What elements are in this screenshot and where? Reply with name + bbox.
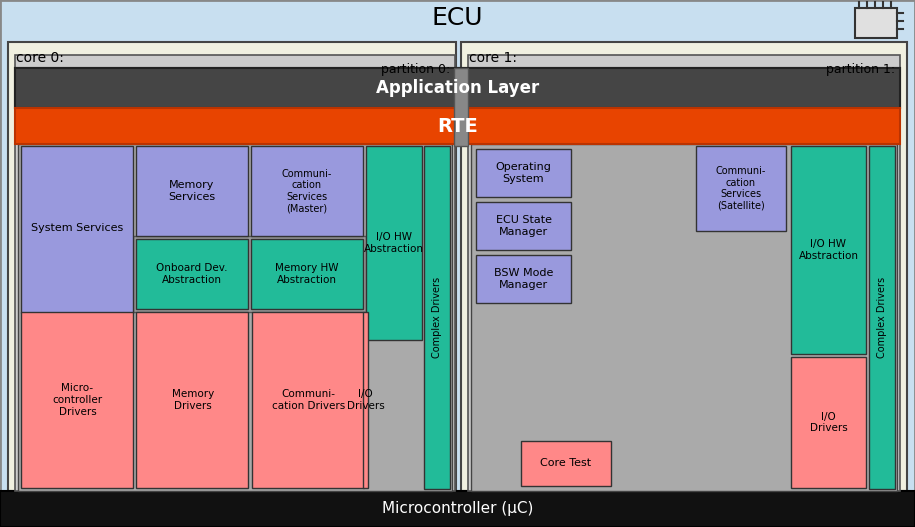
Bar [476, 255, 571, 303]
Text: Complex Drivers: Complex Drivers [432, 277, 442, 358]
Bar [363, 312, 368, 488]
Text: Application Layer: Application Layer [376, 79, 539, 97]
Bar [251, 146, 363, 236]
Bar [136, 146, 248, 236]
Text: ECU: ECU [432, 6, 483, 30]
Bar [252, 312, 364, 488]
Bar [251, 239, 363, 309]
Bar [454, 68, 468, 146]
Text: core 1:: core 1: [469, 51, 517, 65]
Bar [476, 149, 571, 197]
Bar [0, 491, 915, 527]
Bar [133, 236, 366, 312]
Text: partition 1:: partition 1: [826, 63, 895, 75]
Bar [21, 312, 133, 488]
Bar [136, 312, 248, 488]
Text: core 0:: core 0: [16, 51, 64, 65]
Bar [21, 146, 133, 313]
Bar [15, 108, 900, 144]
Bar [366, 146, 422, 340]
Text: Communi-
cation
Services
(Satellite): Communi- cation Services (Satellite) [716, 166, 766, 211]
Bar [476, 202, 571, 250]
Text: Operating
System: Operating System [496, 162, 552, 184]
Bar [468, 55, 900, 491]
Bar [424, 146, 450, 489]
Bar [15, 55, 455, 491]
Text: Complex Drivers: Complex Drivers [877, 277, 887, 358]
Bar [791, 357, 866, 488]
Bar [8, 42, 456, 491]
Text: I/O HW
Abstraction: I/O HW Abstraction [364, 232, 424, 254]
Text: I/O HW
Abstraction: I/O HW Abstraction [799, 239, 858, 261]
Text: System Services: System Services [31, 223, 124, 233]
Text: Memory
Services: Memory Services [168, 180, 216, 202]
Bar [136, 239, 248, 309]
Bar [15, 68, 900, 108]
Text: Core Test: Core Test [541, 458, 592, 469]
Bar [791, 146, 866, 354]
Text: Memory
Drivers: Memory Drivers [172, 389, 214, 411]
Bar [521, 441, 611, 486]
Text: ECU State
Manager: ECU State Manager [496, 215, 552, 237]
Bar [15, 68, 900, 108]
Text: I/O
Drivers: I/O Drivers [810, 412, 847, 433]
Text: Memory HW
Abstraction: Memory HW Abstraction [275, 263, 339, 285]
Bar [471, 144, 897, 491]
Bar [855, 8, 897, 38]
Text: RTE: RTE [437, 116, 478, 135]
Bar [18, 144, 452, 491]
Text: Micro-
controller
Drivers: Micro- controller Drivers [52, 384, 102, 417]
Text: Microcontroller (μC): Microcontroller (μC) [382, 502, 533, 516]
Bar [461, 42, 907, 491]
Text: Onboard Dev.
Abstraction: Onboard Dev. Abstraction [156, 263, 228, 285]
Text: Communi-
cation Drivers: Communi- cation Drivers [273, 389, 346, 411]
Text: I/O
Drivers: I/O Drivers [347, 389, 384, 411]
Text: partition 0:: partition 0: [381, 63, 450, 75]
Text: BSW Mode
Manager: BSW Mode Manager [494, 268, 554, 290]
Bar [869, 146, 895, 489]
Text: Communi-
cation
Services
(Master): Communi- cation Services (Master) [282, 169, 332, 213]
Bar [696, 146, 786, 231]
